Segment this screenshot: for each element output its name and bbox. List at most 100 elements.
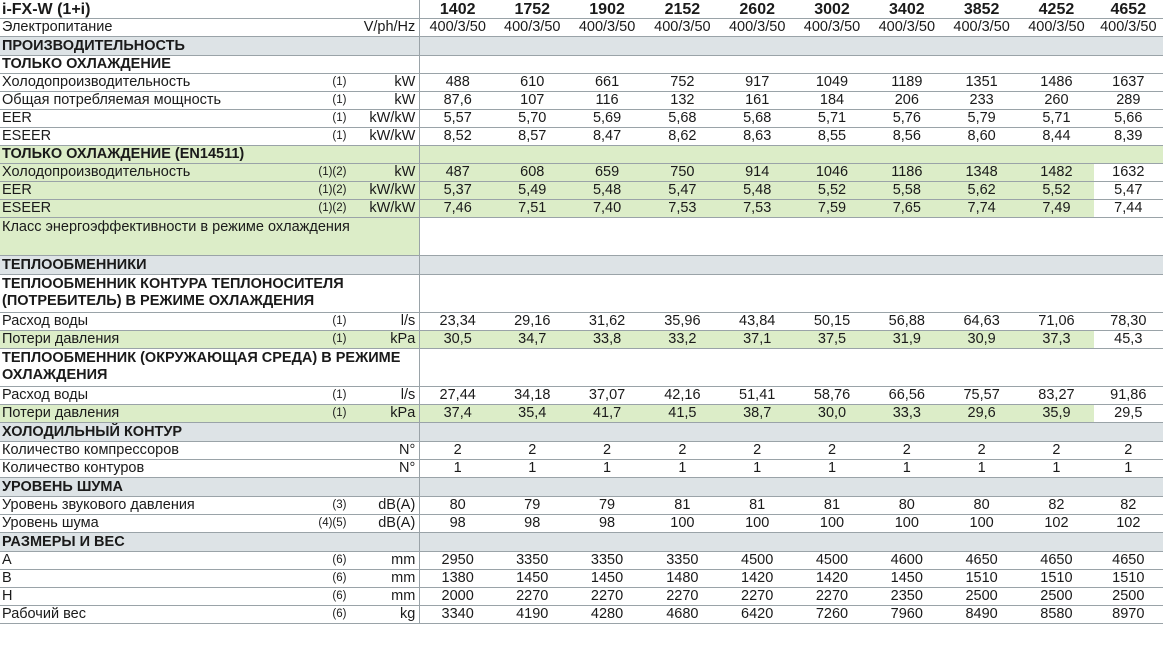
value-cell: 35,96 <box>664 313 701 329</box>
row-unit: kW <box>394 92 416 108</box>
value-cell: 33,3 <box>869 404 944 423</box>
section-header-row: ТЕПЛООБМЕННИКИ <box>0 255 1163 275</box>
value-cell: 66,56 <box>888 387 925 403</box>
value-cell: 400/3/50 <box>1028 19 1085 35</box>
row-note: (6) <box>332 572 347 584</box>
value-cell: 400/3/50 <box>803 19 861 35</box>
value-cell: 81 <box>749 497 766 513</box>
row-label: EER <box>2 110 32 126</box>
category-fill <box>419 348 1163 387</box>
value-cell: 100 <box>969 515 994 531</box>
value-cell: 233 <box>969 92 994 108</box>
value-cell: 4680 <box>666 606 699 622</box>
value-cell: 400/3/50 <box>728 19 786 35</box>
row-label: ESEER <box>2 128 52 144</box>
section-header-row: ПРОИЗВОДИТЕЛЬНОСТЬ <box>0 36 1163 56</box>
row-note: (6) <box>332 590 347 602</box>
value-cell: 29,16 <box>514 313 551 329</box>
data-row: EER (1)(2) kW/kW 5,37 5,49 5,48 5,47 5,48 5,52 5,… <box>0 181 1163 200</box>
value-cell: 5,76 <box>892 110 921 126</box>
value-cell: 107 <box>520 92 545 108</box>
value-cell: 5,68 <box>668 110 697 126</box>
value-cell: 7,59 <box>794 199 870 218</box>
value-cell: 206 <box>894 92 919 108</box>
value-cell: 7,46 <box>419 199 496 218</box>
value-cell: 5,52 <box>1019 181 1094 200</box>
data-row: Электропитание V/ph/Hz 400/3/50 400/3/50 400… <box>0 18 1163 37</box>
value-cell: 102 <box>1044 515 1069 531</box>
value-cell: 400/3/50 <box>953 19 1010 35</box>
row-label: Количество контуров <box>2 460 145 476</box>
value-cell: 31,9 <box>869 330 944 349</box>
value-cell: 1450 <box>590 570 624 586</box>
section-title: УРОВЕНЬ ШУМА <box>2 479 123 495</box>
value-cell: 80 <box>973 497 990 513</box>
value-cell: 1186 <box>869 163 944 182</box>
value-cell: 45,3 <box>1093 330 1163 349</box>
value-cell: 42,16 <box>664 387 701 403</box>
section-fill <box>419 422 1163 442</box>
row-unit: kW/kW <box>349 181 420 200</box>
value-cell: 81 <box>823 497 841 513</box>
value-cell: 1 <box>603 460 612 476</box>
data-row: Уровень звукового давления (3) dB(A) 80 79 79… <box>0 496 1163 515</box>
category-title: ТОЛЬКО ОХЛАЖДЕНИЕ (EN14511) <box>0 145 420 164</box>
value-cell: 2950 <box>419 551 496 570</box>
value-cell: 2 <box>977 442 986 458</box>
value-cell: 2500 <box>965 588 998 604</box>
value-cell: 79 <box>524 497 541 513</box>
value-cell: 27,44 <box>419 386 496 405</box>
section-title: ТЕПЛООБМЕННИКИ <box>2 257 147 273</box>
value-cell: 7,53 <box>720 199 795 218</box>
value-cell: 3340 <box>419 605 496 624</box>
row-unit: kW/kW <box>369 128 416 144</box>
value-cell: 5,79 <box>967 110 996 126</box>
value-cell: 5,48 <box>720 181 795 200</box>
value-cell: 2350 <box>890 588 923 604</box>
value-cell: 1 <box>678 460 687 476</box>
row-note: (1) <box>332 112 347 124</box>
value-cell: 8,55 <box>817 128 847 144</box>
value-cell: 5,37 <box>419 181 496 200</box>
value-cell: 1380 <box>419 569 496 588</box>
model-column-header: 1752 <box>514 0 551 18</box>
row-note: (3) <box>332 499 347 511</box>
value-cell: 1049 <box>815 74 849 90</box>
value-cell: 914 <box>720 163 795 182</box>
value-cell: 37,1 <box>720 330 795 349</box>
value-cell: 29,6 <box>943 404 1020 423</box>
data-row: Уровень шума (4)(5) dB(A) 98 98 98 100 100 100 10… <box>0 514 1163 533</box>
value-cell: 8,47 <box>592 128 622 144</box>
value-cell: 5,62 <box>943 181 1020 200</box>
value-cell: 4600 <box>890 552 923 568</box>
value-cell: 1 <box>528 460 537 476</box>
value-cell: 98 <box>598 515 616 531</box>
value-cell: 1046 <box>794 163 870 182</box>
value-cell: 7,74 <box>943 199 1020 218</box>
value-cell: 4500 <box>741 552 774 568</box>
category-fill <box>419 55 1163 74</box>
value-cell: 2 <box>1052 442 1061 458</box>
value-cell: 1632 <box>1093 163 1163 182</box>
value-cell: 1 <box>902 460 911 476</box>
value-cell: 41,5 <box>644 404 721 423</box>
category-fill <box>419 145 1163 164</box>
row-note: (1) <box>332 94 347 106</box>
value-cell: 7,53 <box>644 199 721 218</box>
value-cell: 2 <box>528 442 537 458</box>
value-cell: 1 <box>1052 460 1061 476</box>
value-cell: 87,6 <box>419 91 496 110</box>
value-cell: 8,56 <box>892 128 921 144</box>
row-note: (1) <box>332 130 347 142</box>
value-cell: 34,7 <box>495 330 570 349</box>
value-cell: 1510 <box>965 570 998 586</box>
value-cell: 1 <box>419 459 496 478</box>
value-cell: 79 <box>598 497 616 513</box>
value-cell: 7960 <box>890 606 923 622</box>
value-cell: 116 <box>595 92 619 108</box>
value-cell: 5,48 <box>569 181 645 200</box>
data-row: Количество контуров N° 1 1 1 1 1 1 1 1 1 1 <box>0 459 1163 478</box>
data-row: Расход воды (1) l/s 27,44 34,18 37,07 42,16 51,… <box>0 386 1163 405</box>
row-label: Расход воды <box>2 387 88 403</box>
value-cell: 82 <box>1048 497 1065 513</box>
